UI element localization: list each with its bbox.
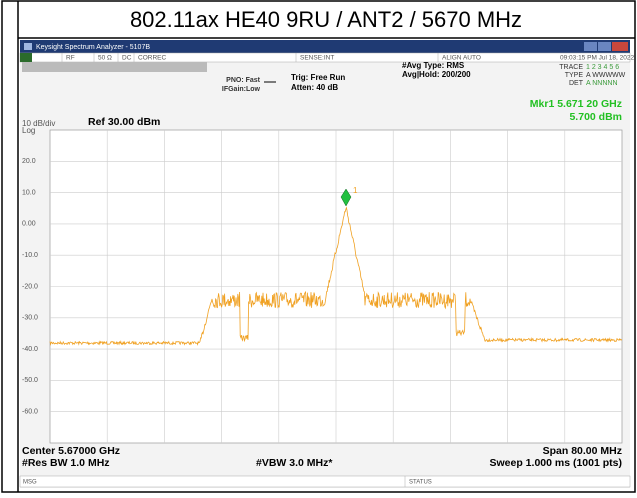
y-tick-label: 0.00 <box>22 221 36 228</box>
det-label: DET <box>569 80 584 87</box>
vbw: #VBW 3.0 MHz* <box>256 457 333 469</box>
y-tick-label: -10.0 <box>22 252 38 259</box>
marker-level: 5.700 dBm <box>569 111 622 123</box>
trace-values: 1 2 3 4 5 6 <box>586 64 619 71</box>
status-item: ALIGN AUTO <box>442 55 481 62</box>
y-tick-label: -30.0 <box>22 315 38 322</box>
scale-type: Log <box>22 126 35 135</box>
y-tick-label: -60.0 <box>22 409 38 416</box>
maximize-button[interactable] <box>598 42 611 51</box>
span: Span 80.00 MHz <box>543 445 622 457</box>
avg-hold: Avg|Hold: 200/200 <box>402 70 471 79</box>
status-item: CORREC <box>138 55 166 62</box>
det-values: A NNNNN <box>586 80 618 87</box>
page-title: 802.11ax HE40 9RU / ANT2 / 5670 MHz <box>130 7 522 32</box>
y-tick-label: 20.0 <box>22 158 36 165</box>
marker-frequency: Mkr1 5.671 20 GHz <box>530 98 622 110</box>
minimize-button[interactable] <box>584 42 597 51</box>
ifgain: IFGain:Low <box>222 86 261 93</box>
status-item: RF <box>66 55 75 62</box>
scale: 10 dB/div <box>22 119 55 128</box>
type-values: A WWWWW <box>586 72 626 79</box>
res-bw: #Res BW 1.0 MHz <box>22 457 110 469</box>
trace <box>49 206 623 346</box>
msg: MSG <box>23 480 37 486</box>
ref-level: Ref 30.00 dBm <box>88 116 160 128</box>
y-tick-label: 10.0 <box>22 189 36 196</box>
center-frequency: Center 5.67000 GHz <box>22 445 120 457</box>
pno: PNO: Fast <box>226 77 261 84</box>
y-tick-label: -20.0 <box>22 283 38 290</box>
status-item: 09:03:15 PM Jul 18, 2022 <box>560 55 634 62</box>
lxi-badge <box>20 53 32 62</box>
status-item: DC <box>122 55 132 62</box>
atten: Atten: 40 dB <box>291 83 338 92</box>
status-item: SENSE:INT <box>300 55 334 62</box>
close-button[interactable] <box>612 42 628 51</box>
entry-field <box>22 62 207 72</box>
app-icon <box>24 43 32 50</box>
marker-number: 1 <box>353 186 358 195</box>
status-item: 50 Ω <box>98 55 112 62</box>
status-item: RL <box>36 55 45 62</box>
avg-type: #Avg Type: RMS <box>402 61 465 70</box>
marker <box>340 188 352 207</box>
window-title: Keysight Spectrum Analyzer - 5107B <box>36 44 150 51</box>
trace-label: TRACE <box>559 64 583 71</box>
message-bar <box>19 475 631 488</box>
y-tick-label: -50.0 <box>22 377 38 384</box>
title-bar <box>20 40 630 53</box>
type-label: TYPE <box>565 72 584 79</box>
sweep: Sweep 1.000 ms (1001 pts) <box>490 457 623 469</box>
y-tick-label: -40.0 <box>22 346 38 353</box>
trig: Trig: Free Run <box>291 73 345 82</box>
status: STATUS <box>409 480 432 486</box>
